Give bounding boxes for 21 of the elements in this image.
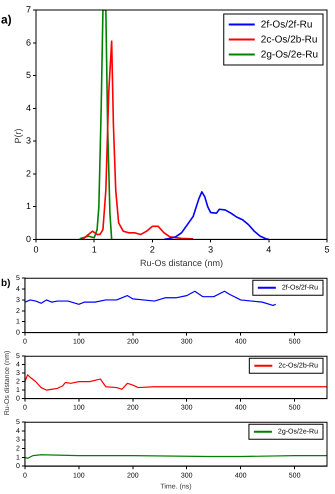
x-tick-label: 0 — [34, 244, 39, 254]
y-tick-label: 3 — [26, 136, 32, 146]
legend-label: 2c-Os/2b-Ru — [260, 34, 318, 46]
text: a) — [1, 12, 12, 26]
y-tick-label: 0 — [26, 234, 32, 244]
x-axis-title: Ru-Os distance (nm) — [140, 258, 224, 268]
legend-label: 2f-Os/2f-Ru — [260, 19, 312, 30]
legend-label: 2g-Os/2e-Ru — [260, 49, 318, 60]
y-tick-label: 2 — [26, 168, 32, 178]
y-tick-label: 1 — [26, 201, 32, 212]
y-axis-title: P(r) — [13, 128, 23, 144]
x-tick-label: 4 — [266, 244, 272, 254]
text: b) — [1, 278, 10, 289]
x-tick-label: 1 — [92, 244, 97, 254]
x-tick-label: 3 — [208, 244, 214, 254]
x-tick-label: 2 — [150, 244, 155, 254]
x-tick-label: 5 — [324, 244, 330, 254]
y-tick-label: 4 — [26, 102, 32, 113]
y-tick-label: 6 — [26, 37, 32, 48]
y-tick-label: 5 — [26, 70, 32, 80]
y-tick-label: 7 — [26, 4, 32, 14]
